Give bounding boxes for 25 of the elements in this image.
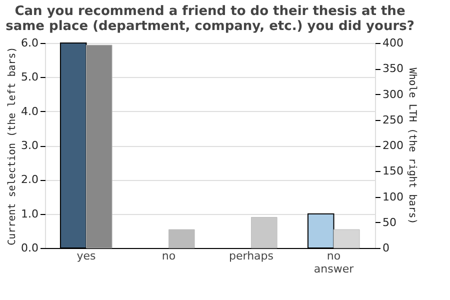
x-tick-label: no answer — [314, 250, 354, 276]
y2-tick-label: 100 — [382, 190, 404, 204]
y2-tick-label: 150 — [382, 164, 404, 178]
y2-tick-label: 250 — [382, 113, 404, 126]
chart-title: Can you recommend a friend to do their thesis at the same place (department, company, etc.) you did yours? — [6, 4, 414, 34]
x-tick-label: perhaps — [228, 250, 274, 262]
y2-tick-label: 50 — [382, 216, 396, 229]
x-tick-label: yes — [76, 250, 96, 262]
y-tick-label: 3.0 — [21, 139, 38, 152]
y-tick-label: 1.0 — [21, 207, 38, 220]
y2-tick-label: 400 — [382, 36, 404, 50]
x-tick-label: no — [162, 250, 176, 262]
bar — [168, 229, 195, 248]
y2-axis-title: Whole LTH (the right bars) — [406, 68, 418, 224]
y-tick-label: 0.0 — [21, 242, 38, 254]
y-tick-label: 2.0 — [21, 173, 38, 186]
y2-tick-label: 200 — [382, 139, 404, 152]
y2-tick-label: 300 — [382, 88, 404, 101]
y2-tick-label: 350 — [382, 62, 404, 76]
y-axis-title: Current selection (the left bars) — [7, 46, 18, 246]
y-tick-label: 6.0 — [21, 36, 38, 50]
y2-tick-label: 0 — [382, 242, 390, 254]
y-tick-label: 5.0 — [21, 70, 38, 84]
y-tick-label: 4.0 — [21, 104, 38, 118]
bar — [251, 217, 278, 248]
